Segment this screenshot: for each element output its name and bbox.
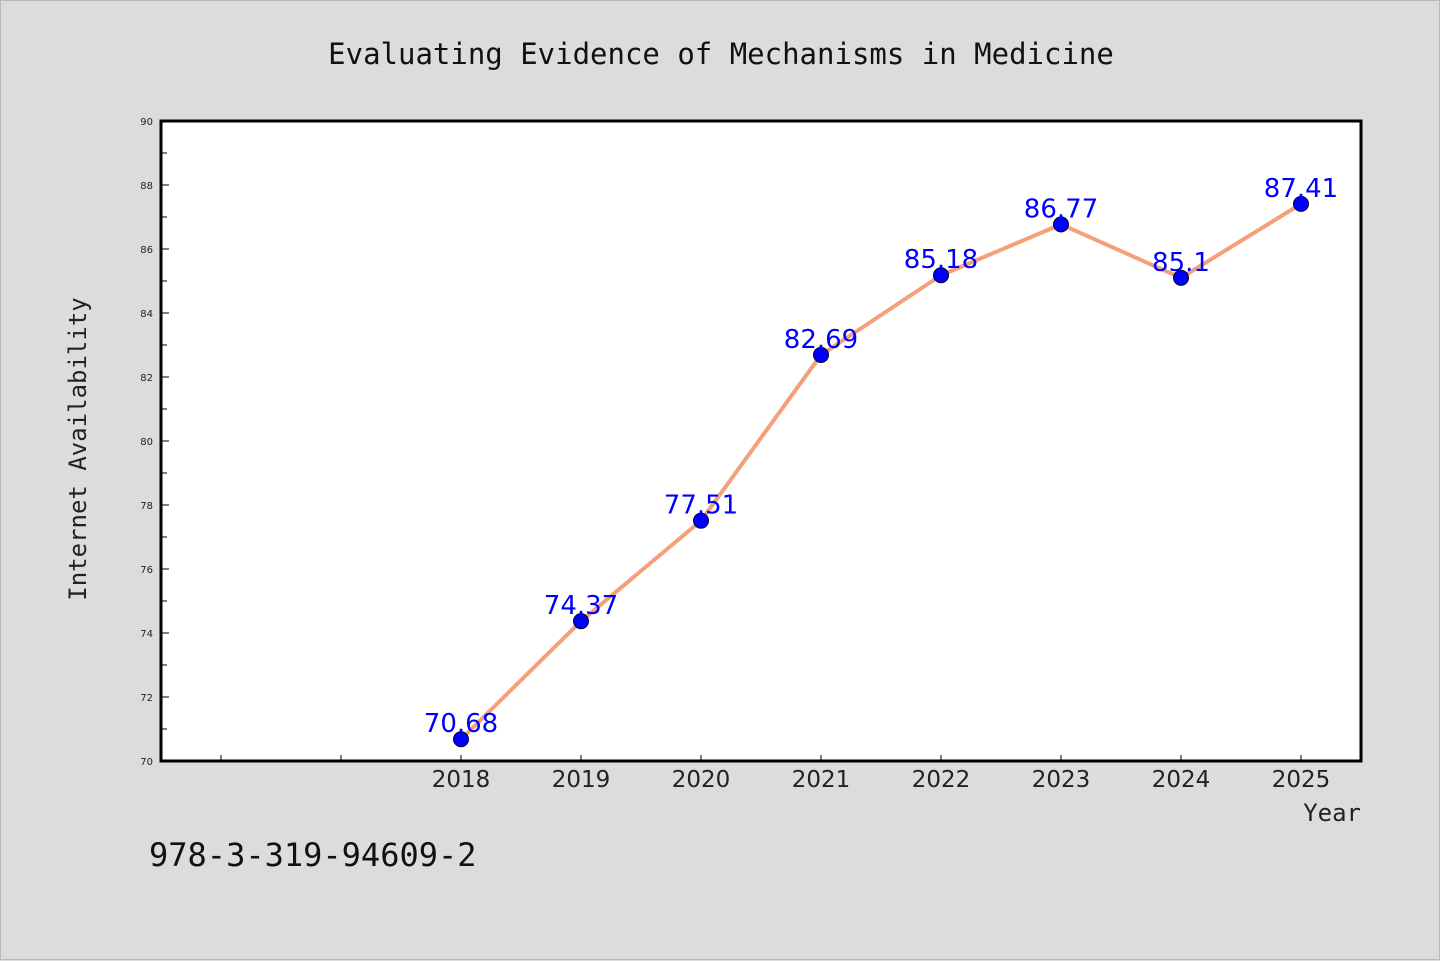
y-tick-label: 74: [140, 629, 153, 640]
data-point: [813, 346, 829, 363]
x-tick-label: 2022: [912, 767, 971, 793]
x-axis-label: Year: [1303, 799, 1361, 827]
data-label: 82.69: [784, 325, 858, 355]
plot-border: [159, 119, 1363, 763]
y-tick-label: 90: [140, 117, 153, 128]
y-tick-labels: 70 72 74 76 78 80 82 84 86 88 90: [140, 117, 153, 768]
y-tick-label: 80: [140, 437, 153, 448]
data-label: 85.18: [904, 245, 978, 275]
y-tick-label: 82: [140, 373, 153, 384]
y-tick-label: 76: [140, 565, 153, 576]
x-tick-label: 2024: [1152, 767, 1211, 793]
data-point: [453, 731, 469, 748]
chart-title: Evaluating Evidence of Mechanisms in Med…: [328, 37, 1114, 71]
y-tick-label: 70: [140, 757, 153, 768]
x-tick-label: 2021: [792, 767, 851, 793]
y-tick-label: 84: [140, 309, 153, 320]
y-axis-label: Internet Availability: [64, 297, 92, 600]
data-labels: 70.68 74.37 77.51 82.69 85.18 86.77 85.1 87.41: [424, 174, 1338, 739]
data-point: [573, 613, 589, 630]
x-tick-label: 2019: [552, 767, 611, 793]
x-tick-label: 2023: [1032, 767, 1091, 793]
data-label: 74.37: [544, 591, 618, 621]
x-tick-label: 2020: [672, 767, 731, 793]
series-line: [459, 202, 1303, 741]
data-label: 77.51: [664, 491, 738, 521]
y-tick-label: 88: [140, 181, 153, 192]
data-point: [693, 512, 709, 529]
x-tick-labels: 2018 2019 2020 2021 2022 2023 2024 2025: [432, 767, 1331, 793]
y-tick-label: 86: [140, 245, 153, 256]
data-point: [1173, 269, 1189, 286]
data-point: [1053, 216, 1069, 233]
data-point: [1293, 195, 1309, 212]
data-label: 86.77: [1024, 194, 1098, 224]
x-tick-label: 2025: [1272, 767, 1331, 793]
y-tick-label: 78: [140, 501, 153, 512]
series-markers: [453, 195, 1309, 748]
y-tick-label: 72: [140, 693, 153, 704]
data-point: [933, 267, 949, 284]
data-label: 70.68: [424, 709, 498, 739]
data-label: 85.1: [1152, 248, 1210, 278]
x-tick-label: 2018: [432, 767, 491, 793]
data-label: 87.41: [1264, 174, 1338, 204]
isbn-text: 978-3-319-94609-2: [149, 836, 477, 874]
